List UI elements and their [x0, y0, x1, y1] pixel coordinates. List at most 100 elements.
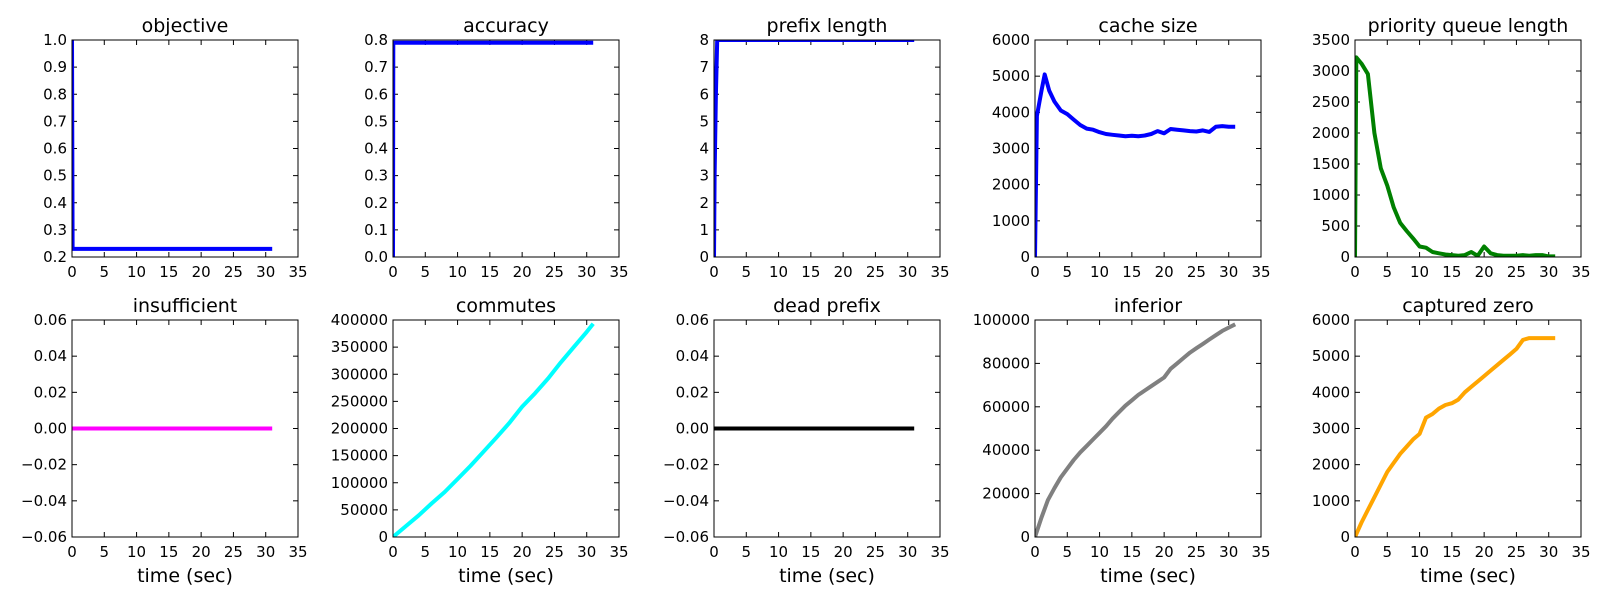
y-tick-label: −0.06 [21, 528, 67, 546]
y-tick-label: 6 [699, 85, 709, 103]
x-tick-label: 25 [866, 263, 885, 281]
subplot-6: commutes 0 5 10 15 20 25 30 35 0 50000 100000 150000… [331, 295, 629, 587]
y-tick-label: 3500 [1312, 31, 1350, 49]
y-tick-label: 1000 [992, 212, 1030, 230]
x-tick-label: 15 [801, 543, 820, 561]
series-line [1355, 336, 1556, 537]
y-tick-label: 6000 [1312, 311, 1350, 329]
x-tick-label: 15 [1122, 263, 1141, 281]
x-tick-label: 35 [609, 543, 628, 561]
subplot-title: accuracy [463, 15, 549, 37]
x-tick-label: 0 [388, 263, 398, 281]
x-tick-label: 35 [930, 263, 949, 281]
x-tick-label: 0 [388, 543, 398, 561]
y-tick-label: 3000 [1312, 62, 1350, 80]
y-tick-label: −0.06 [663, 528, 709, 546]
plot-frame [1354, 39, 1582, 258]
subplot-title: captured zero [1402, 295, 1534, 317]
y-tick-label: 150000 [331, 447, 388, 465]
x-tick-label: 20 [834, 263, 853, 281]
x-tick-label: 20 [1475, 263, 1494, 281]
x-tick-label: 10 [769, 263, 788, 281]
y-tick-label: 8 [699, 31, 709, 49]
y-tick-label: 80000 [982, 354, 1030, 372]
x-tick-label: 0 [1030, 543, 1040, 561]
x-tick-label: 15 [1442, 263, 1461, 281]
x-tick-label: 20 [834, 543, 853, 561]
x-axis-label: time (sec) [779, 565, 875, 587]
subplot-title: objective [142, 15, 229, 37]
y-tick-label: 6000 [992, 31, 1030, 49]
x-tick-label: 15 [801, 263, 820, 281]
y-tick-label: 1.0 [43, 31, 67, 49]
x-tick-label: 10 [127, 263, 146, 281]
y-tick-label: 0.2 [43, 248, 67, 266]
y-tick-label: 0.04 [676, 347, 709, 365]
subplot-9: captured zero 0 5 10 15 20 25 30 35 0 1000 2000 3000… [1312, 295, 1591, 587]
y-tick-label: 0.3 [364, 167, 388, 185]
y-tick-label: 0 [1340, 248, 1350, 266]
x-tick-label: 30 [1539, 263, 1558, 281]
x-tick-label: 20 [1475, 543, 1494, 561]
subplot-4: priority queue length 0 5 10 15 20 25 30 35 0 500 1… [1312, 15, 1591, 281]
x-tick-label: 35 [1251, 543, 1270, 561]
y-tick-label: 5000 [1312, 347, 1350, 365]
x-tick-label: 25 [1507, 263, 1526, 281]
x-tick-label: 30 [577, 543, 596, 561]
y-tick-label: 7 [699, 58, 709, 76]
y-tick-label: 60000 [982, 398, 1030, 416]
x-tick-label: 25 [866, 543, 885, 561]
y-tick-label: 3 [699, 167, 709, 185]
subplot-title: inferior [1114, 295, 1182, 317]
y-tick-label: 5000 [992, 67, 1030, 85]
y-tick-label: 0.00 [676, 420, 709, 438]
x-tick-label: 35 [288, 543, 307, 561]
y-tick-label: 4000 [992, 103, 1030, 121]
x-tick-label: 5 [100, 263, 110, 281]
y-tick-label: 0.04 [34, 347, 67, 365]
x-tick-label: 10 [448, 263, 467, 281]
x-tick-label: 25 [1187, 263, 1206, 281]
x-tick-label: 25 [1187, 543, 1206, 561]
y-tick-label: 0 [1340, 528, 1350, 546]
y-tick-label: 400000 [331, 311, 388, 329]
x-tick-label: 0 [1350, 543, 1360, 561]
x-tick-label: 30 [898, 543, 917, 561]
x-tick-label: 15 [480, 263, 499, 281]
y-tick-label: −0.04 [21, 492, 67, 510]
y-tick-label: 20000 [982, 485, 1030, 503]
x-tick-label: 20 [1155, 543, 1174, 561]
x-tick-label: 10 [769, 543, 788, 561]
x-tick-label: 20 [192, 543, 211, 561]
subplot-title: dead prefix [773, 295, 881, 317]
y-tick-label: 0.02 [34, 383, 67, 401]
series-line [1035, 322, 1237, 537]
y-tick-label: 2000 [1312, 124, 1350, 142]
x-tick-label: 0 [709, 543, 719, 561]
plot-frame [1354, 319, 1582, 538]
x-tick-label: 30 [256, 543, 275, 561]
y-tick-label: 100000 [973, 311, 1030, 329]
x-tick-label: 25 [224, 263, 243, 281]
y-tick-label: 0.8 [43, 85, 67, 103]
x-tick-label: 15 [1122, 543, 1141, 561]
series-line [1355, 55, 1556, 257]
y-tick-label: 3000 [1312, 420, 1350, 438]
y-tick-label: 4000 [1312, 383, 1350, 401]
subplot-title: cache size [1098, 15, 1197, 37]
y-tick-label: 300000 [331, 365, 388, 383]
x-tick-label: 30 [898, 263, 917, 281]
plot-frame [1034, 39, 1262, 258]
y-tick-label: 0 [699, 248, 709, 266]
x-tick-label: 15 [159, 543, 178, 561]
x-tick-label: 35 [609, 263, 628, 281]
y-tick-label: 1 [699, 221, 709, 239]
y-tick-label: 40000 [982, 441, 1030, 459]
y-tick-label: 0 [1020, 248, 1030, 266]
subplot-0: objective 0 5 10 15 20 25 30 35 0.2 0.3 0.4 0.5 0.6 0.… [43, 15, 307, 281]
x-tick-label: 30 [577, 263, 596, 281]
x-tick-label: 0 [709, 263, 719, 281]
x-tick-label: 35 [1251, 263, 1270, 281]
plot-frame [71, 39, 299, 258]
y-tick-label: 1000 [1312, 186, 1350, 204]
